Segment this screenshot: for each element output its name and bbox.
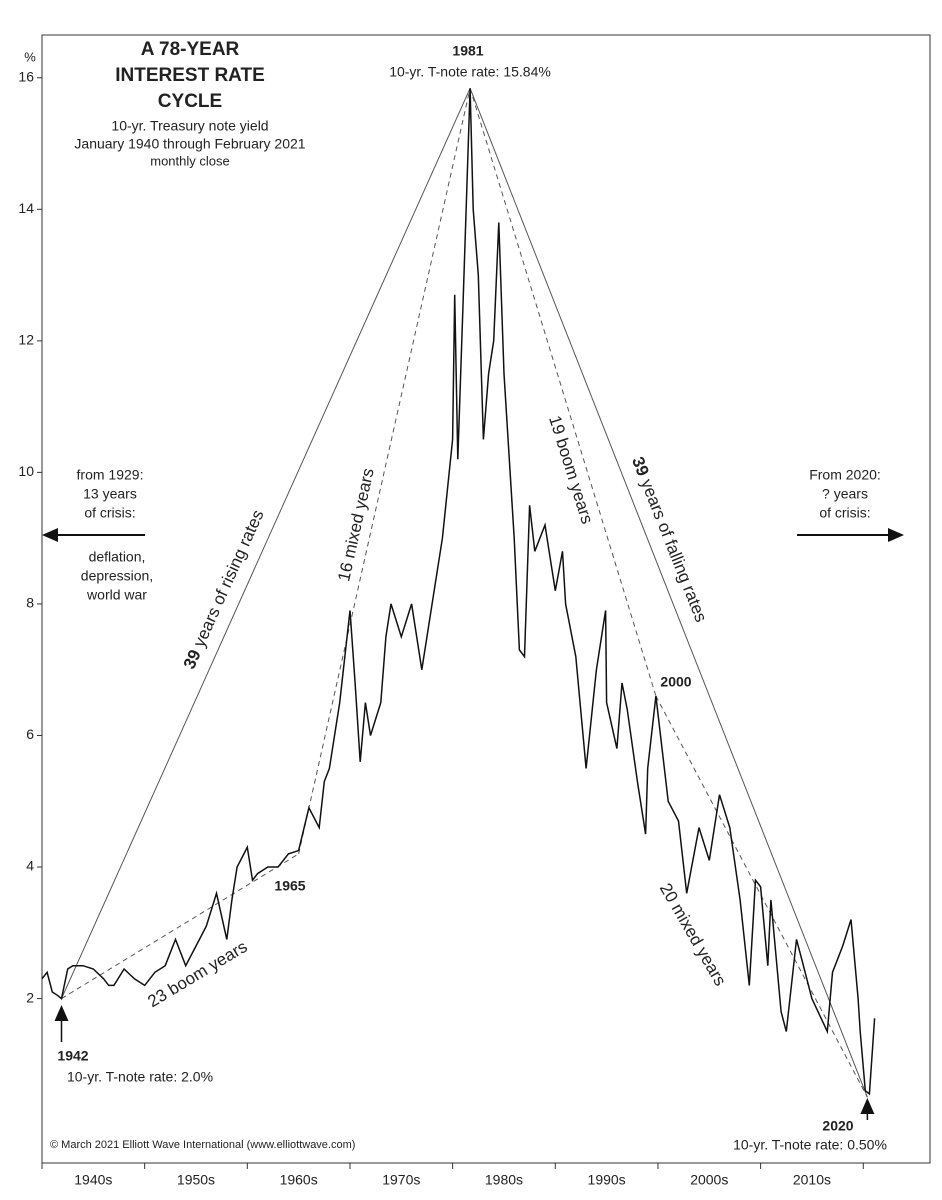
x-tick-label: 1970s [382,1172,420,1188]
rising-text: years of rising rates [190,507,268,650]
pivot-label: 2020 [822,1118,853,1134]
subtitle-line: January 1940 through February 2021 [74,136,305,152]
note-line: from 1929: [77,467,144,483]
y-unit: % [24,49,36,64]
x-tick-label: 1990s [588,1172,626,1188]
left-note: from 1929: 13 years of crisis: deflation… [42,467,153,603]
y-tick-label: 10 [18,463,34,479]
arrowhead [54,1005,69,1021]
right-note: From 2020: ? years of crisis: [797,467,904,542]
phase-line [298,88,471,854]
arrowhead [860,1098,875,1114]
phase-line [469,88,657,697]
rising-label: 39years of rising rates [180,507,268,672]
title: A 78-YEAR INTEREST RATE CYCLE 10-yr. Tre… [74,39,305,168]
title-line: A 78-YEAR [141,39,240,60]
phase-label: 23 boom years [144,937,250,1011]
rising-bold: 39 [180,647,205,672]
subtitle-line: 10-yr. Treasury note yield [111,118,268,134]
note-line: of crisis: [84,505,135,521]
pivot-note: 10-yr. T-note rate: 0.50% [733,1137,887,1153]
y-tick-label: 2 [26,989,34,1005]
phase-line [61,853,299,999]
x-tick-label: 2000s [690,1172,728,1188]
x-tick-label: 1980s [485,1172,523,1188]
y-tick-label: 12 [18,332,34,348]
x-tick-label: 1950s [177,1172,215,1188]
pivot-label: 1965 [274,878,305,894]
trend-line [61,88,471,999]
y-tick-label: 8 [26,595,34,611]
phase-label: 19 boom years [545,413,597,526]
y-tick-label: 16 [18,68,34,84]
phase-label: 16 mixed years [334,466,378,583]
pivot-note: 10-yr. T-note rate: 2.0% [67,1069,213,1085]
plot-frame [41,34,931,1164]
pivot-label: 1981 [452,43,483,59]
note-line: deflation, [89,549,146,565]
falling-label: 39years of falling rates [628,454,711,625]
note-line: ? years [822,486,868,502]
arrowhead [888,528,904,542]
arrowhead [42,528,58,542]
y-tick-label: 4 [26,858,34,874]
yield-line [41,88,876,1096]
pivot-label: 2000 [660,674,691,690]
note-line: of crisis: [819,505,870,521]
subtitle-line: monthly close [150,153,229,168]
note-line: world war [86,587,147,603]
falling-bold: 39 [628,454,653,479]
note-line: 13 years [83,486,137,502]
x-tick-label: 1940s [74,1172,112,1188]
y-tick-label: 6 [26,726,34,742]
phase-label: 20 mixed years [656,880,730,989]
title-line: INTEREST RATE [115,65,265,86]
pivot-note: 10-yr. T-note rate: 15.84% [389,64,551,80]
note-line: From 2020: [809,467,881,483]
x-tick-label: 2010s [793,1172,831,1188]
note-line: depression, [81,568,153,584]
x-tick-label: 1960s [280,1172,318,1188]
y-tick-label: 14 [18,200,34,216]
trend-line [469,88,868,1098]
title-line: CYCLE [158,91,222,112]
pivot-label: 1942 [57,1048,88,1064]
credit: © March 2021 Elliott Wave International … [50,1139,355,1151]
falling-text: years of falling rates [636,477,710,625]
